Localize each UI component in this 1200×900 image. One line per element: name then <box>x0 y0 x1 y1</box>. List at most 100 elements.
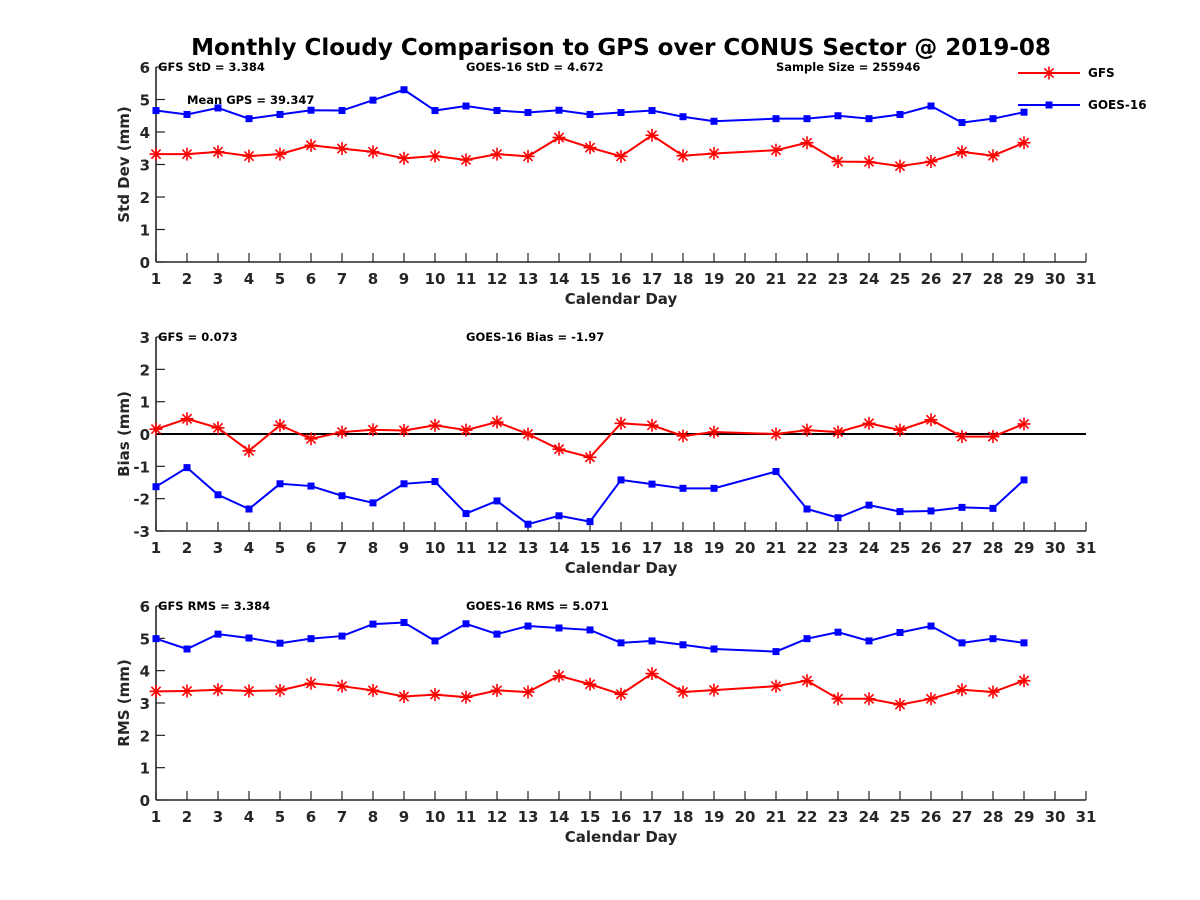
annotation: GFS RMS = 3.384 <box>158 599 270 613</box>
x-tick-label: 25 <box>890 539 911 557</box>
data-point <box>183 464 191 472</box>
series-gfs <box>149 667 1031 712</box>
data-point <box>431 637 439 645</box>
x-tick-label: 3 <box>213 270 223 288</box>
annotation: Sample Size = 255946 <box>776 60 920 74</box>
data-point <box>459 423 473 437</box>
data-point <box>369 96 377 104</box>
data-point <box>1020 108 1028 116</box>
x-tick-label: 28 <box>983 270 1004 288</box>
x-tick-label: 4 <box>244 808 254 826</box>
x-tick-label: 19 <box>704 270 725 288</box>
data-point <box>245 505 253 513</box>
data-point <box>149 684 163 698</box>
data-point <box>338 492 346 500</box>
x-tick-label: 21 <box>766 270 787 288</box>
data-point <box>490 415 504 429</box>
data-point <box>862 692 876 706</box>
x-tick-label: 15 <box>580 808 601 826</box>
data-point <box>183 110 191 118</box>
x-tick-label: 1 <box>151 539 161 557</box>
x-axis-label: Calendar Day <box>565 828 678 846</box>
data-point <box>369 620 377 628</box>
x-tick-label: 1 <box>151 270 161 288</box>
x-tick-label: 22 <box>797 808 818 826</box>
data-point <box>211 145 225 159</box>
data-point <box>710 484 718 492</box>
x-tick-label: 28 <box>983 808 1004 826</box>
x-tick-label: 14 <box>549 270 570 288</box>
data-point <box>521 149 535 163</box>
series-line <box>155 672 1025 706</box>
data-point <box>955 683 969 697</box>
legend-entry-goes-16: GOES-16 <box>1018 98 1147 112</box>
data-point <box>955 430 969 444</box>
data-point <box>245 115 253 123</box>
x-tick-label: 23 <box>828 539 849 557</box>
x-tick-label: 12 <box>487 270 508 288</box>
x-tick-label: 9 <box>399 808 409 826</box>
data-point <box>152 635 160 643</box>
series-line <box>155 417 1025 459</box>
data-point <box>524 622 532 630</box>
data-point <box>862 416 876 430</box>
data-point <box>490 683 504 697</box>
annotation: GOES-16 StD = 4.672 <box>466 60 603 74</box>
x-axis-label: Calendar Day <box>565 559 678 577</box>
data-point <box>583 141 597 155</box>
data-point <box>927 102 935 110</box>
data-point <box>645 667 659 681</box>
data-point <box>803 635 811 643</box>
data-point <box>152 483 160 491</box>
data-point <box>521 427 535 441</box>
x-tick-label: 20 <box>735 539 756 557</box>
data-point <box>772 468 780 476</box>
y-tick-label: 1 <box>140 222 150 240</box>
data-point <box>493 497 501 505</box>
x-tick-label: 8 <box>368 270 378 288</box>
x-tick-label: 24 <box>859 270 880 288</box>
data-point <box>307 635 315 643</box>
data-point <box>834 514 842 522</box>
data-point <box>679 113 687 121</box>
data-point <box>555 624 563 632</box>
y-tick-label: 0 <box>140 792 150 810</box>
data-point <box>366 423 380 437</box>
data-point <box>583 450 597 464</box>
data-point <box>338 632 346 640</box>
data-point <box>214 630 222 638</box>
x-tick-label: 19 <box>704 808 725 826</box>
data-point <box>986 685 1000 699</box>
panel-stddev: 1 2 3 4 5 6 7 8 9 10 11 12 13 14 15 16 17 18 19 20 21 22 23 24 2… <box>115 59 1096 308</box>
panel-bias: 1 2 3 4 5 6 7 8 9 10 11 12 13 14 15 16 17 18 19 20 21 22 23 24 2… <box>115 329 1096 577</box>
x-tick-label: 2 <box>182 808 192 826</box>
legend-label: GFS <box>1088 66 1115 80</box>
legend-marker <box>1045 101 1053 109</box>
x-tick-label: 17 <box>642 539 663 557</box>
y-tick-label: 3 <box>140 329 150 347</box>
data-point <box>524 520 532 528</box>
data-point <box>462 102 470 110</box>
data-point <box>865 115 873 123</box>
data-point <box>679 484 687 492</box>
annotation: Mean GPS = 39.347 <box>187 93 314 107</box>
x-tick-label: 9 <box>399 270 409 288</box>
data-point <box>552 669 566 683</box>
data-point <box>617 639 625 647</box>
annotation: GOES-16 RMS = 5.071 <box>466 599 609 613</box>
y-tick-label: 3 <box>140 695 150 713</box>
x-tick-label: 13 <box>518 808 539 826</box>
data-point <box>400 86 408 94</box>
x-tick-label: 15 <box>580 539 601 557</box>
data-point <box>924 155 938 169</box>
x-tick-label: 6 <box>306 808 316 826</box>
data-point <box>927 507 935 515</box>
data-point <box>893 159 907 173</box>
x-tick-label: 25 <box>890 270 911 288</box>
data-point <box>459 690 473 704</box>
y-tick-label: 1 <box>140 394 150 412</box>
data-point <box>800 674 814 688</box>
x-tick-label: 10 <box>425 808 446 826</box>
x-tick-label: 22 <box>797 539 818 557</box>
data-point <box>958 503 966 511</box>
